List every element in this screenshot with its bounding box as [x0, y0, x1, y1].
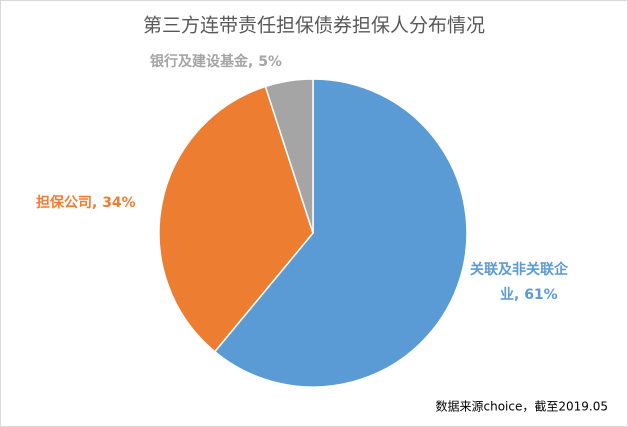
data-label: 担保公司, 34% [36, 194, 136, 211]
label-line: 关联及非关联企 [470, 261, 569, 278]
label-line: 业, 61% [500, 287, 558, 303]
data-label: 关联及非关联企业, 61% [470, 261, 569, 303]
chart-title: 第三方连带责任担保债券担保人分布情况 [143, 15, 485, 37]
pie-slice [213, 78, 468, 388]
pie-slice [158, 85, 314, 353]
data-label: 银行及建设基金, 5% [150, 53, 282, 70]
source-note: 数据来源choice，截至2019.05 [436, 399, 608, 414]
pie-slice [264, 78, 314, 234]
